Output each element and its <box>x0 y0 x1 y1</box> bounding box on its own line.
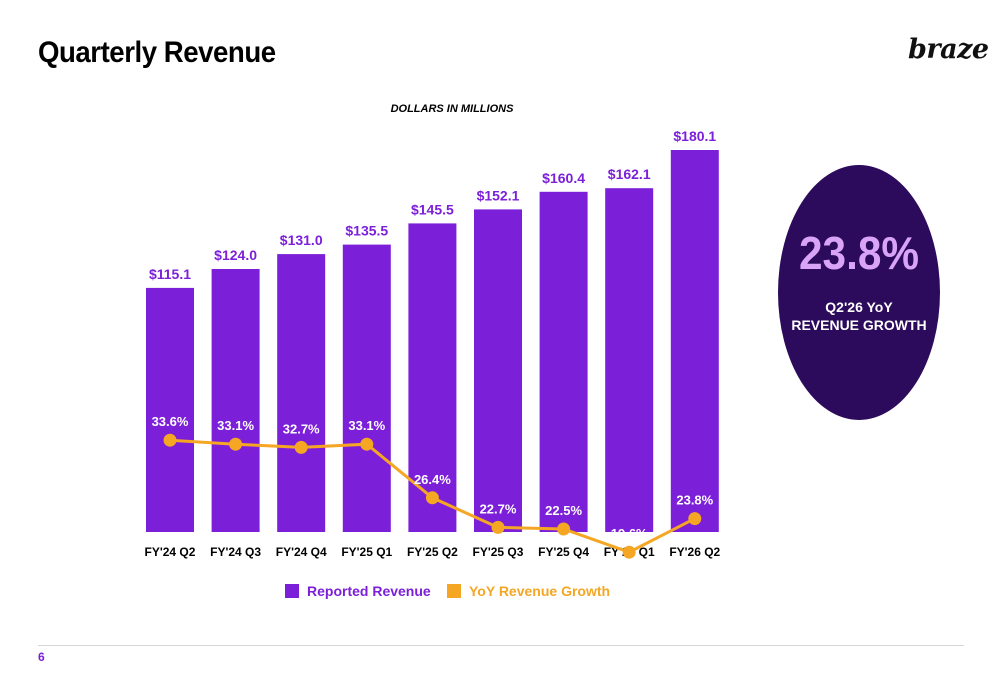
growth-value-label: 33.1% <box>217 418 254 433</box>
highlight-label-line1: Q2'26 YoY <box>825 299 893 315</box>
x-axis-tick-label: FY'24 Q4 <box>276 545 327 559</box>
x-axis-tick-label: FY'24 Q2 <box>145 545 196 559</box>
growth-point <box>163 433 177 447</box>
x-axis-tick-label: FY'25 Q3 <box>473 545 524 559</box>
braze-logo: braze <box>908 34 989 65</box>
x-axis-tick-label: FY'25 Q2 <box>407 545 458 559</box>
growth-point <box>622 545 636 559</box>
footer-divider <box>38 645 964 646</box>
revenue-bar <box>474 209 522 532</box>
page-title: Quarterly Revenue <box>38 36 276 69</box>
revenue-value-label: $124.0 <box>214 247 257 263</box>
revenue-value-label: $115.1 <box>149 266 191 282</box>
units-label: DOLLARS IN MILLIONS <box>390 103 514 115</box>
revenue-value-label: $180.1 <box>673 128 716 144</box>
growth-value-label: 22.7% <box>480 501 517 516</box>
growth-point <box>688 512 702 526</box>
growth-value-label: 23.8% <box>676 493 713 508</box>
revenue-value-label: $145.5 <box>411 201 454 217</box>
highlight-label-line2: REVENUE GROWTH <box>791 317 927 333</box>
x-axis-tick-label: FY'25 Q4 <box>538 545 589 559</box>
highlight-value: 23.8% <box>798 227 920 279</box>
x-axis-tick-label: FY'24 Q3 <box>210 545 261 559</box>
revenue-value-label: $131.0 <box>280 232 323 248</box>
highlight-label: Q2'26 YoY REVENUE GROWTH <box>778 298 940 334</box>
growth-value-label: 33.1% <box>348 418 385 433</box>
growth-value-label: 33.6% <box>152 414 189 429</box>
growth-value-label: 32.7% <box>283 421 320 436</box>
revenue-bar <box>539 191 588 533</box>
revenue-value-label: $160.4 <box>542 170 585 186</box>
growth-value-label: 19.6% <box>611 526 648 541</box>
revenue-value-label: $135.5 <box>345 223 388 239</box>
legend-growth-swatch <box>447 584 461 598</box>
growth-point <box>425 491 439 505</box>
x-axis-tick-label: FY'25 Q1 <box>341 545 392 559</box>
revenue-bar <box>342 244 391 532</box>
highlight-circle <box>778 165 940 420</box>
legend-revenue-swatch <box>285 584 299 598</box>
revenue-value-label: $162.1 <box>608 166 651 182</box>
revenue-value-label: $152.1 <box>477 187 520 203</box>
x-axis-tick-label: FY'26 Q2 <box>669 545 720 559</box>
revenue-bar <box>277 254 326 532</box>
legend-revenue-label: Reported Revenue <box>307 583 431 599</box>
growth-point <box>360 437 374 451</box>
legend-growth-label: YoY Revenue Growth <box>469 583 611 599</box>
growth-point <box>491 520 505 534</box>
legend-revenue: Reported Revenue <box>285 582 431 600</box>
revenue-bar <box>146 287 194 532</box>
growth-point <box>557 522 571 536</box>
revenue-bar <box>605 188 654 532</box>
revenue-bar <box>670 150 719 532</box>
growth-value-label: 22.5% <box>545 503 582 518</box>
page-number: 6 <box>38 650 45 664</box>
revenue-bar <box>211 269 260 532</box>
growth-point <box>294 440 308 454</box>
revenue-bar <box>408 223 457 532</box>
legend-growth: YoY Revenue Growth <box>447 582 610 600</box>
growth-point <box>229 437 243 451</box>
growth-value-label: 26.4% <box>414 472 451 487</box>
